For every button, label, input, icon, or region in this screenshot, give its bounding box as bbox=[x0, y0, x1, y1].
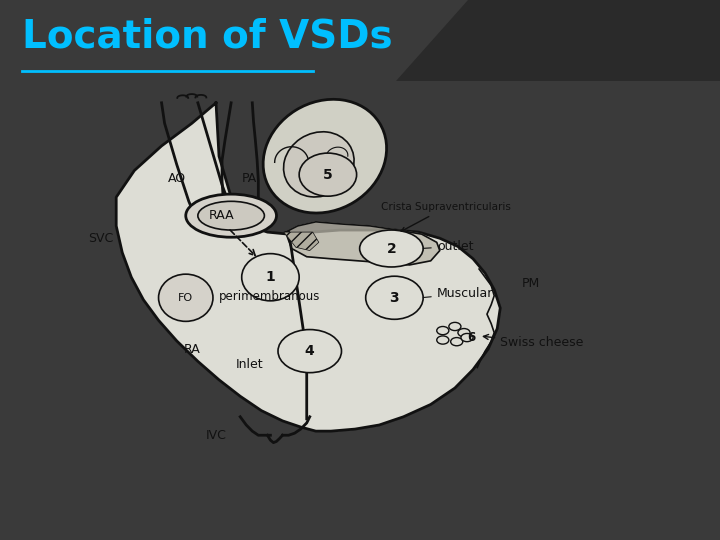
Text: RA: RA bbox=[184, 342, 200, 355]
Text: RAA: RAA bbox=[210, 209, 235, 222]
Text: outlet: outlet bbox=[423, 240, 473, 253]
Ellipse shape bbox=[451, 338, 463, 346]
Ellipse shape bbox=[300, 153, 356, 196]
Ellipse shape bbox=[284, 132, 354, 197]
Text: 3: 3 bbox=[390, 291, 399, 305]
Text: AO: AO bbox=[168, 172, 186, 185]
Text: Muscular: Muscular bbox=[423, 287, 493, 300]
Text: Inlet: Inlet bbox=[235, 358, 263, 371]
Ellipse shape bbox=[437, 327, 449, 335]
Ellipse shape bbox=[198, 201, 264, 230]
Polygon shape bbox=[286, 222, 440, 265]
Text: FO: FO bbox=[178, 293, 194, 303]
Text: perimembranous: perimembranous bbox=[219, 290, 320, 303]
Polygon shape bbox=[396, 0, 720, 81]
Ellipse shape bbox=[458, 328, 470, 337]
Text: 1: 1 bbox=[266, 270, 275, 284]
Text: IVC: IVC bbox=[206, 429, 226, 442]
Text: SVC: SVC bbox=[89, 232, 114, 245]
Ellipse shape bbox=[186, 194, 276, 237]
Text: Crista Supraventricularis: Crista Supraventricularis bbox=[381, 202, 510, 231]
Text: PA: PA bbox=[242, 172, 257, 185]
Text: 2: 2 bbox=[387, 241, 396, 255]
Polygon shape bbox=[116, 103, 500, 431]
Ellipse shape bbox=[461, 334, 473, 342]
Ellipse shape bbox=[360, 230, 423, 267]
Ellipse shape bbox=[158, 274, 213, 321]
Ellipse shape bbox=[242, 254, 300, 301]
Text: 6: 6 bbox=[467, 331, 475, 344]
Ellipse shape bbox=[449, 322, 461, 330]
Ellipse shape bbox=[366, 276, 423, 319]
Ellipse shape bbox=[263, 99, 387, 213]
Text: Swiss cheese: Swiss cheese bbox=[483, 334, 584, 349]
Ellipse shape bbox=[437, 336, 449, 344]
Text: 5: 5 bbox=[323, 167, 333, 181]
Polygon shape bbox=[284, 232, 319, 251]
Text: 4: 4 bbox=[305, 344, 315, 358]
Ellipse shape bbox=[278, 329, 341, 373]
Text: Location of VSDs: Location of VSDs bbox=[22, 17, 392, 56]
Text: PM: PM bbox=[521, 277, 539, 290]
